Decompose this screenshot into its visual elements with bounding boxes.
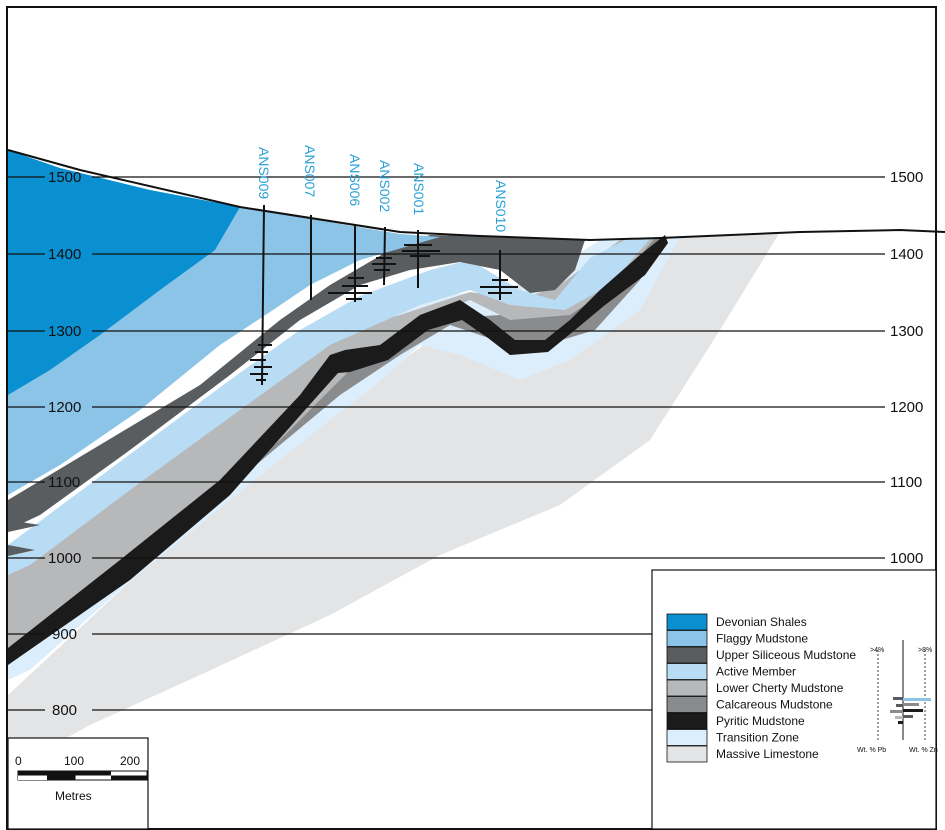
legend-swatch-3 bbox=[666, 663, 708, 680]
scale-tick-200: 200 bbox=[120, 754, 140, 768]
ground-surface bbox=[7, 149, 945, 242]
elev-left-800: 800 bbox=[52, 702, 77, 719]
drillhole-traces bbox=[261, 204, 501, 386]
drillhole-label-ans009: ANS009 bbox=[256, 147, 272, 199]
elev-right-1400: 1400 bbox=[890, 246, 923, 263]
legend-label-4: Lower Cherty Mudstone bbox=[716, 681, 844, 695]
elev-left-1200: 1200 bbox=[48, 399, 81, 416]
legend-label-2: Upper Siliceous Mudstone bbox=[716, 648, 856, 662]
elevation-labels-left: 1500 1400 1300 1200 1100 1000 900 800 bbox=[48, 169, 81, 719]
assay-pb-threshold: >4% bbox=[870, 647, 884, 654]
legend-label-5: Calcareous Mudstone bbox=[716, 698, 833, 712]
elev-left-1100: 1100 bbox=[48, 474, 80, 491]
legend-swatch-4 bbox=[666, 679, 708, 697]
assay-pb-axis-label: Wt. % Pb bbox=[857, 747, 886, 754]
layer-massive-limestone bbox=[8, 232, 780, 770]
drillhole-label-ans001: ANS001 bbox=[411, 163, 427, 215]
layer-devonian-shales bbox=[8, 150, 240, 395]
drillhole-label-ans007: ANS007 bbox=[302, 145, 318, 197]
legend-swatch-6 bbox=[666, 712, 708, 730]
drillhole-assays bbox=[250, 244, 518, 381]
elevation-labels-right: 1500 1400 1300 1200 1100 1000 bbox=[890, 169, 923, 567]
legend-label-0: Devonian Shales bbox=[716, 615, 807, 629]
elev-left-1000: 1000 bbox=[48, 550, 81, 567]
layer-pyritic-mudstone bbox=[8, 235, 668, 665]
scale-tick-0: 0 bbox=[15, 754, 22, 768]
scale-bar-box bbox=[7, 737, 149, 830]
assay-zn-axis-label: Wt. % Zn bbox=[909, 747, 938, 754]
scale-tick-100: 100 bbox=[64, 754, 84, 768]
elev-left-1400: 1400 bbox=[48, 246, 81, 263]
layer-active-member bbox=[8, 239, 650, 575]
legend-swatch-2 bbox=[666, 646, 708, 664]
legend-label-8: Massive Limestone bbox=[716, 747, 819, 761]
layer-wedge-2 bbox=[8, 545, 35, 556]
layer-wedge-1 bbox=[8, 520, 40, 532]
legend-swatch-0 bbox=[666, 613, 708, 631]
legend-label-7: Transition Zone bbox=[716, 731, 799, 745]
elev-right-1500: 1500 bbox=[890, 169, 923, 186]
elev-left-1300: 1300 bbox=[48, 323, 81, 340]
legend-label-3: Active Member bbox=[716, 665, 796, 679]
drillhole-label-ans006: ANS006 bbox=[347, 154, 363, 206]
assay-zn-threshold: >8% bbox=[918, 647, 932, 654]
drillhole-labels: ANS009 ANS007 ANS006 ANS002 ANS001 ANS01… bbox=[256, 145, 509, 232]
legend-swatch-8 bbox=[666, 745, 708, 763]
elev-left-1500: 1500 bbox=[48, 169, 81, 186]
drillhole-label-ans010: ANS010 bbox=[493, 180, 509, 232]
scale-bar: 0 100 200 Metres bbox=[7, 737, 149, 830]
legend-swatch-1 bbox=[666, 630, 708, 647]
elev-left-900: 900 bbox=[52, 626, 77, 643]
legend: Devonian Shales Flaggy Mudstone Upper Sili… bbox=[651, 569, 938, 830]
elev-right-1100: 1100 bbox=[890, 474, 922, 491]
elev-right-1000: 1000 bbox=[890, 550, 923, 567]
drillhole-trace-ans009 bbox=[261, 204, 265, 386]
elev-right-1200: 1200 bbox=[890, 399, 923, 416]
layer-upper-siliceous-mudstone bbox=[8, 235, 585, 530]
elev-right-1300: 1300 bbox=[890, 323, 923, 340]
assay-key: >4% >8% Wt. % Pb Wt. % Zn bbox=[857, 640, 938, 754]
legend-label-1: Flaggy Mudstone bbox=[716, 632, 808, 646]
scale-unit: Metres bbox=[55, 789, 92, 803]
elevation-gridlines bbox=[8, 176, 885, 711]
legend-swatch-7 bbox=[666, 729, 708, 746]
legend-swatch-5 bbox=[666, 696, 708, 713]
drillhole-trace-ans002 bbox=[383, 226, 386, 286]
drillhole-label-ans002: ANS002 bbox=[377, 160, 393, 212]
legend-label-6: Pyritic Mudstone bbox=[716, 714, 805, 728]
